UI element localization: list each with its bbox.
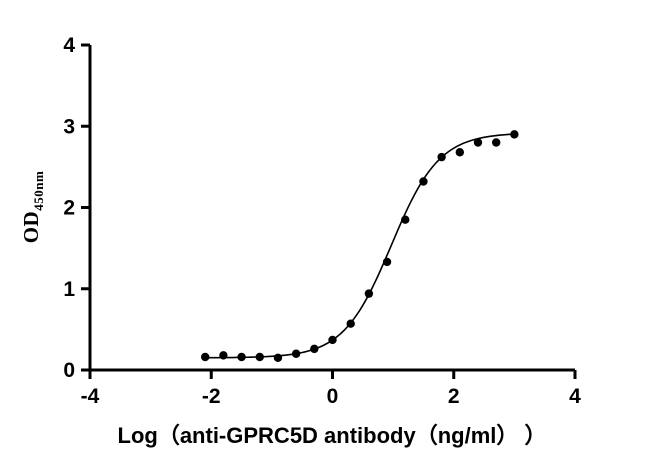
data-point: [491, 138, 501, 147]
data-point: [473, 138, 483, 147]
data-point: [200, 352, 210, 362]
data-point: [419, 177, 428, 186]
data-point: [455, 148, 465, 157]
y-tick-label: 4: [63, 34, 75, 57]
data-point: [328, 335, 337, 345]
data-point: [237, 352, 246, 362]
y-axis-label-subscript: 450nm: [31, 170, 47, 211]
x-axis-label: Log（anti-GPRC5D antibody（ng/ml） ）: [117, 423, 547, 448]
y-axis-label-main: OD: [18, 210, 43, 244]
y-tick-label: 1: [63, 278, 75, 301]
data-point: [346, 319, 355, 328]
data-point: [255, 352, 264, 362]
data-point: [291, 349, 301, 358]
data-point: [510, 130, 519, 139]
fit-curve: [205, 133, 515, 359]
x-tick-label: 2: [448, 385, 460, 408]
x-tick-label: -4: [81, 385, 100, 408]
data-point: [273, 353, 283, 363]
y-axis-label: OD450nm: [19, 171, 47, 244]
x-tick-label: -2: [202, 385, 221, 408]
data-point: [437, 152, 446, 162]
y-tick-label: 0: [63, 359, 75, 382]
y-tick-label: 3: [63, 115, 75, 138]
x-tick-label: 0: [327, 385, 339, 408]
data-point: [382, 257, 392, 267]
data-point: [310, 344, 319, 354]
x-tick-label: 4: [569, 385, 581, 408]
y-tick-label: 2: [63, 197, 75, 220]
data-point: [219, 351, 228, 360]
data-point: [364, 289, 374, 298]
data-point: [401, 215, 410, 224]
